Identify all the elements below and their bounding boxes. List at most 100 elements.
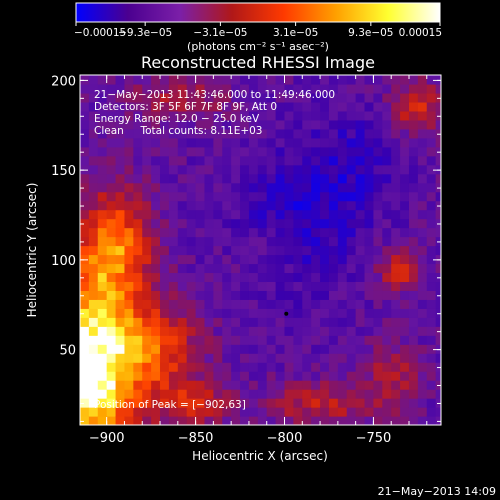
heatmap-cell <box>204 200 214 211</box>
heatmap-cell <box>284 173 294 184</box>
heatmap-cell <box>106 290 117 300</box>
heatmap-cell <box>355 290 366 300</box>
heatmap-cell <box>302 398 312 408</box>
heatmap-cell <box>204 227 214 238</box>
heatmap-cell <box>346 173 357 184</box>
heatmap-cell <box>284 146 294 157</box>
heatmap-cell <box>257 236 268 247</box>
heatmap-cell <box>293 398 303 408</box>
heatmap-cell <box>240 263 250 274</box>
heatmap-cell <box>320 236 330 247</box>
heatmap-cell <box>293 407 303 417</box>
heatmap-cell <box>213 263 223 274</box>
heatmap-cell <box>248 254 259 265</box>
heatmap-cell <box>204 272 214 283</box>
heatmap-cell <box>231 164 241 175</box>
heatmap-cell <box>88 110 99 121</box>
heatmap-cell <box>417 155 428 166</box>
heatmap-cell <box>391 344 401 354</box>
heatmap-cell <box>80 245 90 256</box>
heatmap-cell <box>248 398 259 408</box>
heatmap-cell <box>222 380 232 390</box>
heatmap-cell <box>302 227 312 238</box>
heatmap-cell <box>168 353 179 363</box>
heatmap-cell <box>151 119 161 130</box>
heatmap-cell <box>337 362 348 372</box>
heatmap-cell <box>408 344 419 354</box>
heatmap-cell <box>426 218 437 229</box>
heatmap-cell <box>195 335 206 345</box>
heatmap-cell <box>168 398 179 408</box>
heatmap-cell <box>151 335 161 345</box>
heatmap-cell <box>408 272 419 283</box>
heatmap-cell <box>284 299 294 309</box>
heatmap-cell <box>248 119 259 130</box>
heatmap-cell <box>186 290 197 300</box>
colorbar-ticks: −0.00015−9.3e−05 −3.1e−05 3.1e−05 9.3e−05 0.… <box>74 22 442 39</box>
heatmap-cell <box>160 371 170 381</box>
heatmap-cell <box>222 326 232 336</box>
heatmap-cell <box>417 200 428 211</box>
heatmap-cell <box>311 353 321 363</box>
heatmap-cell <box>426 416 437 425</box>
heatmap-cell <box>142 92 152 103</box>
heatmap-cell <box>302 191 312 202</box>
heatmap-cell <box>346 281 357 291</box>
heatmap-cell <box>328 137 339 148</box>
peak-marker <box>284 311 289 316</box>
heatmap-cell <box>97 155 108 166</box>
heatmap-cell <box>373 326 383 336</box>
heatmap-cell <box>408 254 419 265</box>
heatmap-cell <box>240 119 250 130</box>
heatmap-cell <box>400 227 410 238</box>
heatmap-cell <box>382 254 392 265</box>
heatmap-cell <box>382 326 392 336</box>
heatmap-cell <box>266 281 277 291</box>
heatmap-cell <box>320 335 330 345</box>
heatmap-cell <box>231 389 241 399</box>
heatmap-cell <box>346 335 357 345</box>
heatmap-cell <box>151 101 161 112</box>
heatmap-cell <box>435 317 441 327</box>
heatmap-cell <box>151 263 161 274</box>
heatmap-cell <box>435 146 441 157</box>
heatmap-cell <box>382 236 392 247</box>
heatmap-cell <box>328 389 339 399</box>
heatmap-cell <box>302 245 312 256</box>
heatmap-cell <box>142 416 152 425</box>
heatmap-cell <box>88 353 99 363</box>
heatmap-cell <box>106 344 117 354</box>
plot-frame <box>79 74 442 426</box>
annotation-clean-counts: Clean Total counts: 8.11E+03 <box>94 125 263 137</box>
heatmap-cell <box>133 398 143 408</box>
y-tick-label: 150 <box>51 164 76 179</box>
heatmap-cell <box>382 110 392 121</box>
heatmap-cell <box>400 416 410 425</box>
heatmap-cell <box>275 119 286 130</box>
heatmap-cell <box>257 209 268 220</box>
heatmap-cell <box>240 200 250 211</box>
heatmap-cell <box>160 92 170 103</box>
heatmap-cell <box>231 344 241 354</box>
heatmap-cell <box>382 155 392 166</box>
heatmap-cell <box>195 119 206 130</box>
heatmap-cell <box>391 155 401 166</box>
heatmap-cell <box>160 281 170 291</box>
heatmap-cell <box>320 119 330 130</box>
heatmap-cell <box>204 245 214 256</box>
heatmap-cell <box>408 155 419 166</box>
heatmap-cell <box>320 353 330 363</box>
heatmap-cell <box>160 218 170 229</box>
heatmap-cell <box>160 236 170 247</box>
heatmap-cell <box>177 299 188 309</box>
heatmap-cell <box>293 263 303 274</box>
heatmap-cell <box>275 398 286 408</box>
heatmap-cell <box>213 254 223 265</box>
heatmap-cell <box>80 182 90 193</box>
heatmap-cell <box>275 164 286 175</box>
heatmap-cell <box>311 101 321 112</box>
heatmap-cell <box>231 308 241 318</box>
heatmap-cell <box>177 173 188 184</box>
heatmap-cell <box>142 182 152 193</box>
heatmap-cell <box>400 128 410 139</box>
